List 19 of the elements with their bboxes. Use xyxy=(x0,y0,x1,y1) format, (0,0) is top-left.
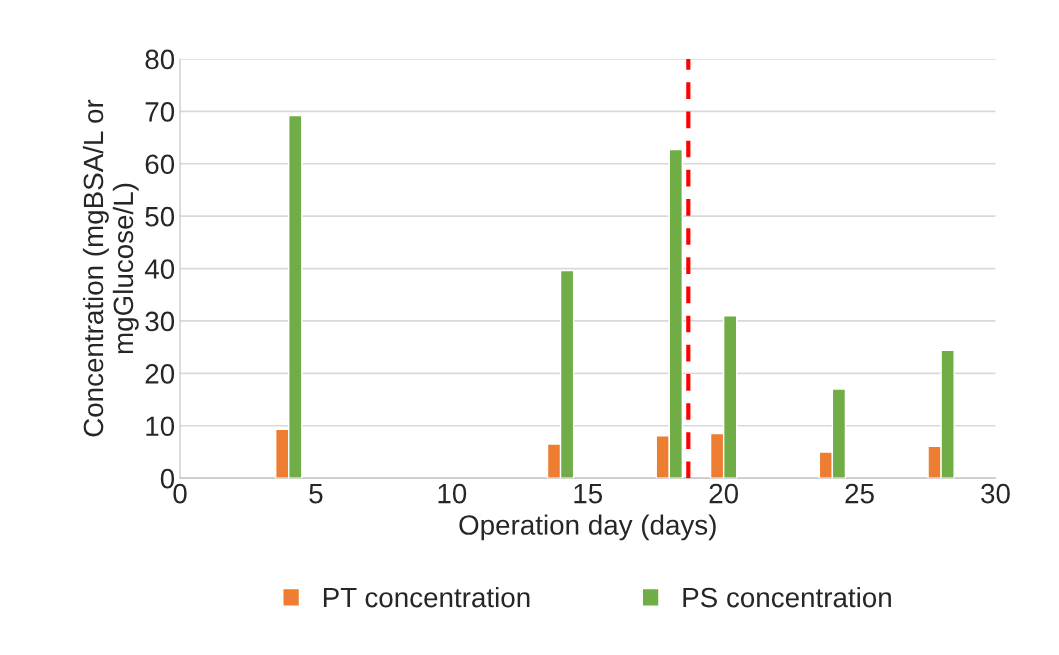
x-tick-label: 5 xyxy=(309,484,323,504)
x-tick-label: 20 xyxy=(709,483,739,504)
x-tick-label: 10 xyxy=(438,483,467,504)
x-tick-label: 25 xyxy=(845,483,874,504)
y-tick-label: 0 xyxy=(160,468,175,489)
y-tick-label: 70 xyxy=(145,102,175,122)
x-axis-title: Operation day (days) xyxy=(459,514,716,541)
y-tick-label: 10 xyxy=(146,416,175,437)
y-tick-label: 20 xyxy=(145,364,175,384)
x-tick-label: 15 xyxy=(574,484,603,504)
y-tick-label: 80 xyxy=(145,49,175,70)
y-axis-title: Concentration (mgBSA/L or mgGlucose/L) xyxy=(82,99,139,437)
y-tick-label: 60 xyxy=(145,154,175,175)
y-tick-label: 40 xyxy=(144,259,175,279)
y-tick-label: 50 xyxy=(145,206,175,227)
legend-label: PT concentration xyxy=(323,586,530,608)
y-tick-label: 30 xyxy=(145,311,175,332)
legend-label: PS concentration xyxy=(683,586,891,608)
x-tick-label: 30 xyxy=(981,483,1010,504)
